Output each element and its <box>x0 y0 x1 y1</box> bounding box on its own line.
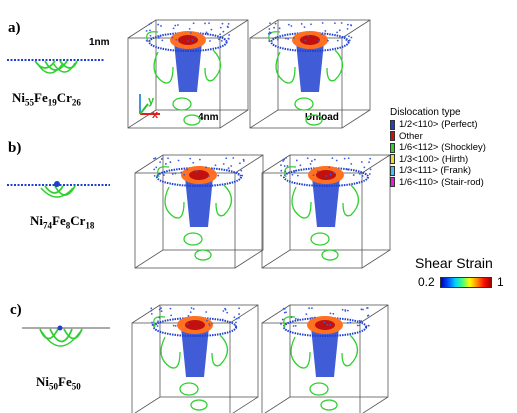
legend-item: 1/6<110> (Stair-rod) <box>390 177 512 189</box>
axis-y-label: y <box>148 95 155 107</box>
legend-label: 1/6<112> (Shockley) <box>399 142 486 154</box>
legend-label: 1/6<110> (Stair-rod) <box>399 176 484 188</box>
legend-label: 1/3<100> (Hirth) <box>399 153 469 165</box>
legend-item: 1/3<111> (Frank) <box>390 165 512 177</box>
legend-title: Dislocation type <box>390 107 461 118</box>
unload-label: Unload <box>305 112 339 123</box>
legend-swatch <box>390 142 395 153</box>
colorbar-max: 1 <box>497 275 504 289</box>
box-c-unload <box>261 304 389 413</box>
colorbar-title: Shear Strain <box>415 255 493 271</box>
composition-a: Ni55Fe19Cr26 <box>12 90 81 108</box>
composition-b: Ni74Fe8Cr18 <box>30 213 95 231</box>
box-a-loaded <box>127 19 249 129</box>
dislocation-legend: Dislocation type 1/2<110> (Perfect) Other… <box>390 107 512 188</box>
box-b-loaded <box>134 154 264 269</box>
legend-label: 1/3<111> (Frank) <box>399 165 471 177</box>
side-view-b <box>7 181 110 198</box>
box-b-unload <box>261 154 391 269</box>
legend-swatch <box>390 165 395 176</box>
colorbar <box>440 277 492 288</box>
box-a-unload <box>249 19 371 129</box>
legend-swatch <box>390 154 395 165</box>
axis-x-label: x <box>152 109 159 121</box>
box-c-loaded <box>131 304 259 413</box>
composition-c: Ni50Fe50 <box>36 374 81 392</box>
colorbar-min: 0.2 <box>418 275 435 289</box>
legend-item: Other <box>390 131 512 143</box>
legend-item: 1/6<112> (Shockley) <box>390 142 512 154</box>
axis-triad <box>139 94 160 115</box>
side-view-a <box>7 59 105 74</box>
panel-label-c: c) <box>10 302 22 318</box>
side-view-c <box>22 325 110 347</box>
legend-item: 1/3<100> (Hirth) <box>390 154 512 166</box>
legend-item: 1/2<110> (Perfect) <box>390 119 512 131</box>
legend-label: 1/2<110> (Perfect) <box>399 119 478 131</box>
panel-label-b: b) <box>8 140 22 156</box>
legend-label: Other <box>399 130 423 142</box>
legend-swatch <box>390 131 395 142</box>
scale-4nm-label: 4nm <box>198 112 219 123</box>
scale-1nm-label: 1nm <box>89 37 110 48</box>
legend-swatch <box>390 177 395 188</box>
panel-label-a: a) <box>8 20 21 36</box>
legend-swatch <box>390 119 395 130</box>
